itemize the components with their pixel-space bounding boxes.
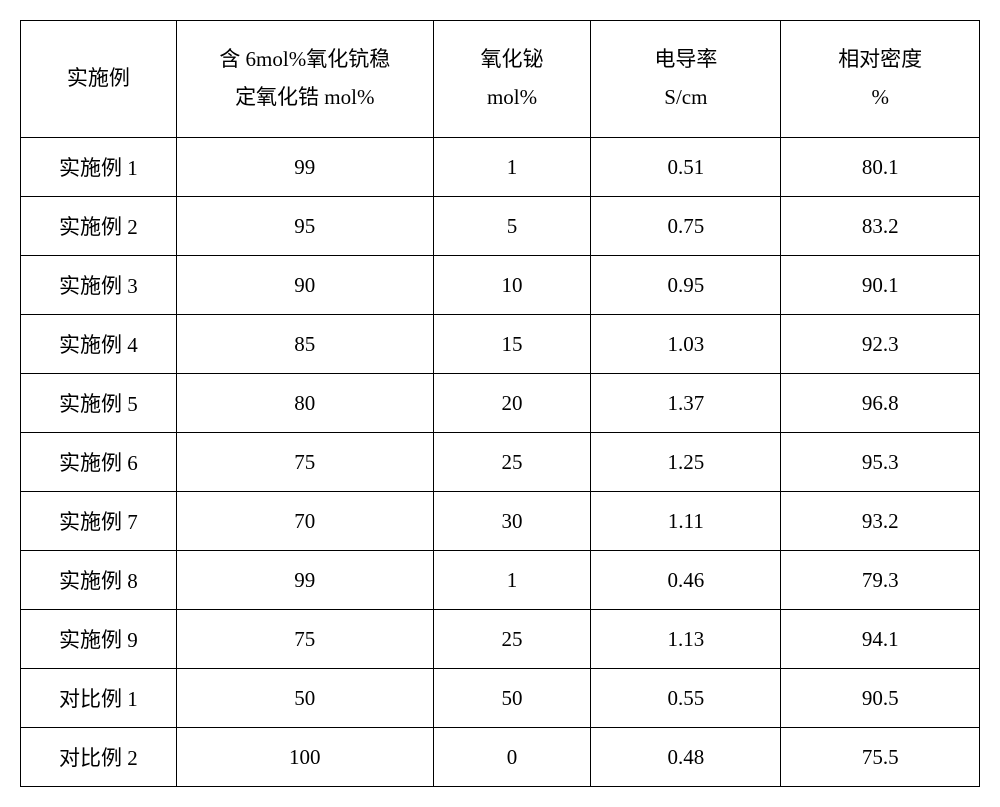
table-row: 实施例 485151.0392.3	[21, 315, 980, 374]
table-header: 实施例 含 6mol%氧化钪稳 定氧化锆 mol% 氧化铋 mol% 电导率 S…	[21, 21, 980, 138]
table-cell: 100	[176, 728, 433, 787]
table-cell: 79.3	[781, 551, 980, 610]
header-label: 氧化铋	[438, 41, 587, 79]
table-cell: 90.1	[781, 256, 980, 315]
header-sublabel: %	[785, 79, 975, 117]
table-cell: 15	[433, 315, 591, 374]
table-row: 实施例 580201.3796.8	[21, 374, 980, 433]
table-body: 实施例 19910.5180.1实施例 29550.7583.2实施例 3901…	[21, 138, 980, 787]
table-cell: 75	[176, 610, 433, 669]
table-cell: 50	[433, 669, 591, 728]
table-cell: 25	[433, 610, 591, 669]
table-row: 实施例 975251.1394.1	[21, 610, 980, 669]
header-cell-conductivity: 电导率 S/cm	[591, 21, 781, 138]
table-cell: 20	[433, 374, 591, 433]
table-cell: 95	[176, 197, 433, 256]
table-cell: 1.03	[591, 315, 781, 374]
table-cell: 80	[176, 374, 433, 433]
table-cell: 99	[176, 551, 433, 610]
table-cell: 80.1	[781, 138, 980, 197]
table-cell: 实施例 5	[21, 374, 177, 433]
table-cell: 94.1	[781, 610, 980, 669]
header-cell-density: 相对密度 %	[781, 21, 980, 138]
table-cell: 实施例 2	[21, 197, 177, 256]
table-cell: 实施例 4	[21, 315, 177, 374]
table-cell: 92.3	[781, 315, 980, 374]
table-cell: 5	[433, 197, 591, 256]
table-cell: 90	[176, 256, 433, 315]
table-row: 对比例 210000.4875.5	[21, 728, 980, 787]
table-cell: 85	[176, 315, 433, 374]
table-cell: 对比例 2	[21, 728, 177, 787]
table-cell: 50	[176, 669, 433, 728]
table-cell: 实施例 7	[21, 492, 177, 551]
table-cell: 实施例 3	[21, 256, 177, 315]
table-cell: 对比例 1	[21, 669, 177, 728]
header-label: 相对密度	[785, 41, 975, 79]
table-row: 实施例 770301.1193.2	[21, 492, 980, 551]
table-cell: 10	[433, 256, 591, 315]
table-cell: 96.8	[781, 374, 980, 433]
table-cell: 1.11	[591, 492, 781, 551]
table-cell: 0.51	[591, 138, 781, 197]
table-row: 实施例 29550.7583.2	[21, 197, 980, 256]
table-cell: 实施例 1	[21, 138, 177, 197]
header-label: 含 6mol%氧化钪稳	[181, 41, 429, 79]
table-cell: 0.48	[591, 728, 781, 787]
table-cell: 75.5	[781, 728, 980, 787]
header-label: 电导率	[595, 41, 776, 79]
header-sublabel: mol%	[438, 79, 587, 117]
header-sublabel: S/cm	[595, 79, 776, 117]
table-cell: 93.2	[781, 492, 980, 551]
table-cell: 90.5	[781, 669, 980, 728]
header-cell-bismuth: 氧化铋 mol%	[433, 21, 591, 138]
table-cell: 实施例 8	[21, 551, 177, 610]
table-row: 实施例 19910.5180.1	[21, 138, 980, 197]
table-cell: 83.2	[781, 197, 980, 256]
table-cell: 0.55	[591, 669, 781, 728]
header-row: 实施例 含 6mol%氧化钪稳 定氧化锆 mol% 氧化铋 mol% 电导率 S…	[21, 21, 980, 138]
table-cell: 99	[176, 138, 433, 197]
table-cell: 实施例 9	[21, 610, 177, 669]
table-cell: 1.25	[591, 433, 781, 492]
table-cell: 25	[433, 433, 591, 492]
header-label: 实施例	[25, 60, 172, 98]
table-cell: 75	[176, 433, 433, 492]
table-cell: 70	[176, 492, 433, 551]
table-cell: 1	[433, 551, 591, 610]
data-table: 实施例 含 6mol%氧化钪稳 定氧化锆 mol% 氧化铋 mol% 电导率 S…	[20, 20, 980, 787]
table-cell: 95.3	[781, 433, 980, 492]
table-cell: 0	[433, 728, 591, 787]
table-cell: 0.46	[591, 551, 781, 610]
header-sublabel: 定氧化锆 mol%	[181, 79, 429, 117]
table-row: 实施例 390100.9590.1	[21, 256, 980, 315]
header-cell-zirconia: 含 6mol%氧化钪稳 定氧化锆 mol%	[176, 21, 433, 138]
table-cell: 0.75	[591, 197, 781, 256]
table-row: 实施例 89910.4679.3	[21, 551, 980, 610]
table-cell: 30	[433, 492, 591, 551]
table-cell: 1.13	[591, 610, 781, 669]
table-row: 实施例 675251.2595.3	[21, 433, 980, 492]
table-cell: 实施例 6	[21, 433, 177, 492]
table-cell: 1.37	[591, 374, 781, 433]
table-row: 对比例 150500.5590.5	[21, 669, 980, 728]
table-cell: 0.95	[591, 256, 781, 315]
table-cell: 1	[433, 138, 591, 197]
header-cell-example: 实施例	[21, 21, 177, 138]
